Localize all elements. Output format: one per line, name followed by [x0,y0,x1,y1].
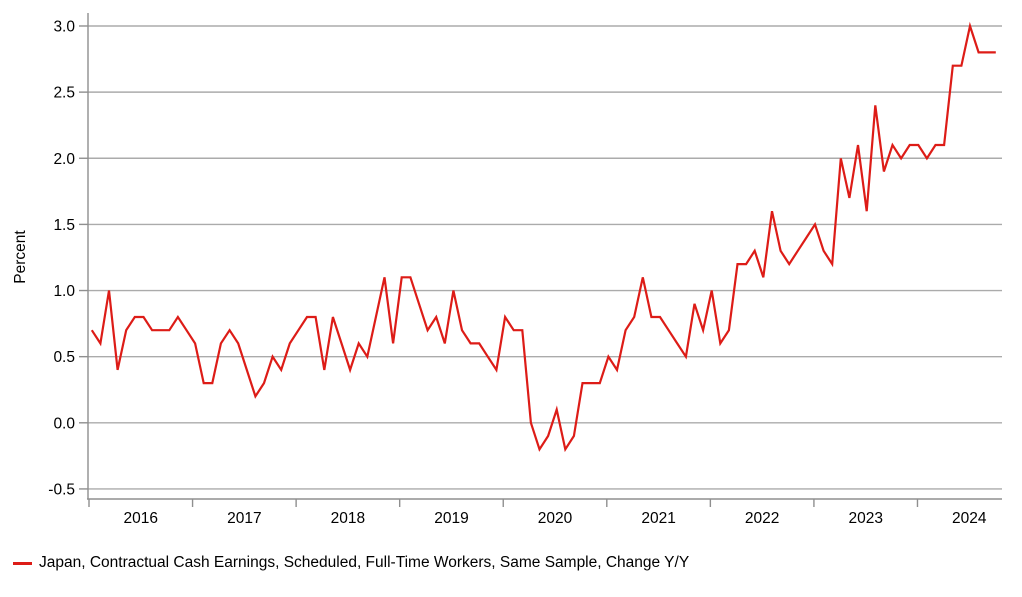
legend: Japan, Contractual Cash Earnings, Schedu… [13,554,689,572]
x-tick-label: 2021 [641,510,675,527]
grid-layer [88,25,1002,490]
x-tick-label: 2024 [952,510,987,527]
x-tick-label: 2023 [848,510,882,527]
x-tick-label: 2020 [538,510,573,527]
y-tick-label: -0.5 [48,481,75,498]
y-tick-label: 1.0 [53,283,75,300]
legend-line-swatch [13,561,32,565]
x-tick-label: 2016 [124,510,158,527]
series-layer [90,21,996,453]
x-tick-label: 2019 [434,510,468,527]
x-tick-label: 2017 [227,510,261,527]
x-tick-label: 2018 [331,510,365,527]
y-tick-label: 1.5 [53,217,75,234]
legend-label: Japan, Contractual Cash Earnings, Schedu… [39,554,690,571]
y-tick-label: 3.0 [53,18,75,35]
axis-layer [79,13,1002,507]
data-line [90,21,996,453]
y-axis-title: Percent [12,230,29,284]
x-tick-label: 2022 [745,510,779,527]
axis-label-layer: 3.0 2.5 2.0 1.5 1.0 0.5 0.0 -0.5 2016 2017 2018 201… [48,18,987,527]
y-tick-label: 0.0 [53,415,75,432]
y-tick-label: 0.5 [53,349,75,366]
y-tick-label: 2.5 [53,85,75,102]
y-tick-label: 2.0 [53,151,75,168]
